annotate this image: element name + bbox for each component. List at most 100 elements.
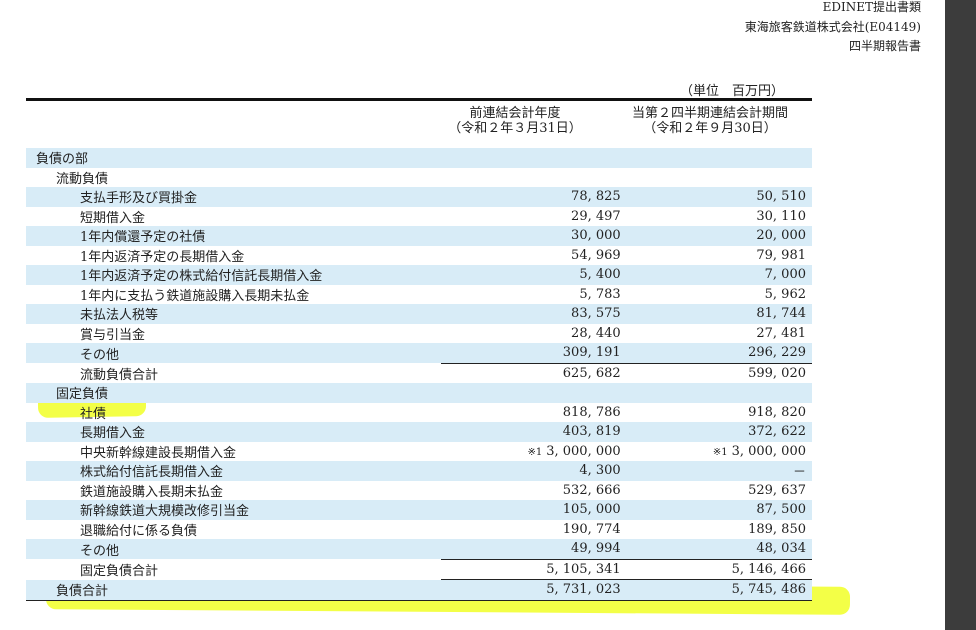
row-label: 1年内返済予定の株式給付信託長期借入金 [26, 265, 442, 285]
curr-value: 7, 000 [626, 265, 812, 285]
table-row: 社債 818, 786 918, 820 [26, 403, 812, 423]
table-row: 新幹線鉄道大規模改修引当金 105, 000 87, 500 [26, 500, 812, 520]
table-row: その他 309, 191 296, 229 [26, 343, 812, 363]
table-row: 流動負債 [26, 168, 812, 188]
prev-value: 625, 682 [441, 362, 627, 383]
row-label: 鉄道施設購入長期未払金 [80, 484, 224, 500]
prev-value [441, 168, 626, 188]
curr-value: 27, 481 [756, 325, 806, 341]
row-label: 中央新幹線建設長期借入金 [80, 445, 237, 461]
column-header-curr: 当第２四半期連結会計期間 （令和２年９月30日） [610, 106, 810, 136]
prev-value: 3, 000, 000 [546, 443, 621, 459]
row-label: 新幹線鉄道大規模改修引当金 [26, 500, 442, 520]
prev-value [441, 383, 627, 403]
prev-value: 818, 786 [562, 404, 621, 420]
prev-value: 78, 825 [441, 187, 627, 207]
table-row: 1年内返済予定の長期借入金 54, 969 79, 981 [26, 246, 812, 266]
row-label: 賞与引当金 [80, 327, 146, 343]
row-label: 株式給付信託長期借入金 [26, 461, 442, 481]
curr-value: 50, 510 [626, 187, 812, 207]
row-label: 流動負債合計 [80, 367, 159, 383]
curr-value: 5, 745, 486 [626, 579, 812, 601]
curr-value: 918, 820 [748, 404, 806, 420]
table-row: 1年内に支払う鉄道施設購入長期未払金 5, 783 5, 962 [26, 285, 812, 305]
row-label: 未払法人税等 [26, 304, 442, 324]
prev-value: 54, 969 [571, 247, 621, 263]
curr-value: 30, 110 [756, 208, 806, 224]
prev-value: 105, 000 [441, 500, 627, 520]
row-label: 1年内に支払う鉄道施設購入長期未払金 [80, 288, 310, 304]
table-row: 負債の部 [26, 148, 812, 168]
curr-value: 81, 744 [626, 304, 812, 324]
column-header-prev: 前連結会計年度 （令和２年３月31日） [420, 106, 610, 136]
prev-value: 29, 497 [571, 208, 621, 224]
table-row: 短期借入金 29, 497 30, 110 [26, 207, 812, 227]
table-top-rule [26, 98, 812, 101]
prev-value: 5, 731, 023 [441, 579, 627, 601]
row-label: 負債の部 [26, 148, 442, 168]
row-label: 固定負債合計 [80, 563, 159, 579]
column-header-curr-title: 当第２四半期連結会計期間 [631, 106, 788, 121]
prev-value: 30, 000 [441, 226, 627, 246]
column-header-curr-date: （令和２年９月30日） [643, 121, 777, 136]
column-header-prev-date: （令和２年３月31日） [448, 121, 582, 136]
prev-value: 190, 774 [562, 521, 621, 537]
table-row: 退職給付に係る負債 190, 774 189, 850 [26, 520, 812, 540]
row-label: 社債 [80, 406, 107, 422]
table-row-total: 負債合計 5, 731, 023 5, 745, 486 [26, 579, 812, 601]
row-label: 負債合計 [26, 579, 442, 601]
curr-value: 48, 034 [626, 539, 812, 559]
table-row: 賞与引当金 28, 440 27, 481 [26, 324, 812, 344]
curr-value [626, 148, 812, 168]
table-row: その他 49, 994 48, 034 [26, 539, 812, 559]
curr-value: 372, 622 [626, 422, 812, 442]
table-row: 支払手形及び買掛金 78, 825 50, 510 [26, 187, 812, 207]
prev-value: 532, 666 [562, 482, 621, 498]
prev-value: 5, 105, 341 [441, 558, 627, 580]
prev-value: 403, 819 [441, 422, 627, 442]
curr-value: 296, 229 [626, 343, 812, 363]
liabilities-table: 負債の部 流動負債 支払手形及び買掛金 78, 825 50, 510 短期借入金 2… [26, 148, 812, 601]
table-row: 1年内返済予定の株式給付信託長期借入金 5, 400 7, 000 [26, 265, 812, 285]
scrollbar[interactable] [945, 0, 976, 630]
row-label: 短期借入金 [80, 210, 146, 226]
unit-label: （単位 百万円） [680, 84, 785, 99]
table-row: 長期借入金 403, 819 372, 622 [26, 422, 812, 442]
edinet-label: EDINET提出書類 [822, 0, 921, 14]
column-header-prev-title: 前連結会計年度 [469, 106, 561, 121]
curr-value: 189, 850 [748, 521, 806, 537]
row-label: その他 [26, 539, 442, 559]
table-row: 中央新幹線建設長期借入金 ※1 3, 000, 000 ※1 3, 000, 000 [26, 442, 812, 462]
prev-value: 28, 440 [571, 325, 621, 341]
table-row: 固定負債 [26, 383, 812, 403]
prev-value: 83, 575 [441, 304, 627, 324]
row-label: 支払手形及び買掛金 [26, 187, 442, 207]
row-label: 1年内返済予定の長期借入金 [80, 249, 245, 265]
footnote-marker: ※1 [527, 446, 543, 458]
prev-value-cell: ※1 3, 000, 000 [441, 442, 626, 462]
prev-value [441, 148, 627, 168]
curr-value-cell: ※1 3, 000, 000 [627, 442, 812, 462]
curr-value: 20, 000 [626, 226, 812, 246]
curr-value: 3, 000, 000 [731, 443, 806, 459]
prev-value: 49, 994 [441, 539, 627, 559]
row-label: 長期借入金 [26, 422, 442, 442]
curr-value: 529, 637 [748, 482, 806, 498]
curr-value: 79, 981 [756, 247, 806, 263]
table-row-subtotal: 固定負債合計 5, 105, 341 5, 146, 466 [26, 558, 812, 580]
table-row: 株式給付信託長期借入金 4, 300 － [26, 461, 812, 481]
table-row: 鉄道施設購入長期未払金 532, 666 529, 637 [26, 481, 812, 501]
curr-value: 5, 146, 466 [626, 558, 812, 580]
prev-value: 5, 783 [579, 286, 621, 302]
curr-value: 87, 500 [626, 500, 812, 520]
company-name: 東海旅客鉄道株式会社(E04149) [744, 20, 921, 34]
row-label: 退職給付に係る負債 [80, 523, 198, 539]
curr-value [626, 383, 812, 403]
curr-value: 599, 020 [626, 362, 812, 383]
row-label: その他 [26, 343, 442, 363]
table-row-subtotal: 流動負債合計 625, 682 599, 020 [26, 362, 812, 383]
footnote-marker: ※1 [712, 446, 728, 458]
row-label: 固定負債 [26, 383, 442, 403]
report-type: 四半期報告書 [848, 39, 921, 53]
prev-value: 4, 300 [441, 461, 627, 481]
